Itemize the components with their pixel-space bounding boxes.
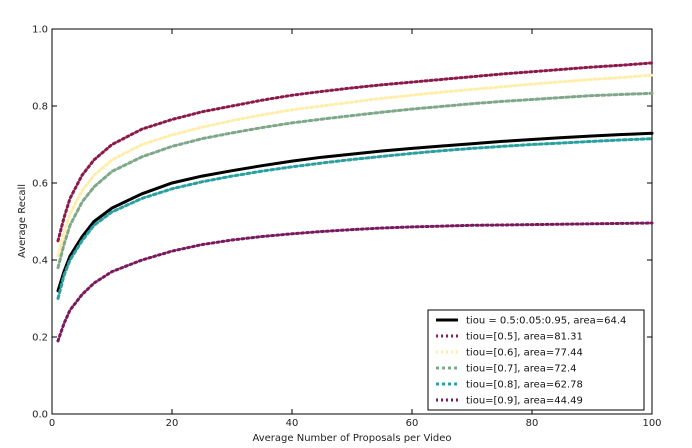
y-axis-ticks: 0.0 0.2 0.4 0.6 0.8 1.0 [32, 25, 652, 421]
series-line-5 [56, 137, 654, 300]
y-axis-label: Average Recall [17, 184, 28, 258]
y-tick-label: 0.8 [32, 102, 48, 113]
x-axis-label: Average Number of Proposals per Video [252, 433, 451, 444]
x-axis-ticks: 0 20 40 60 80 100 [49, 29, 662, 429]
x-tick-label: 80 [526, 418, 539, 429]
legend-label-5: tiou=[0.8], area=62.78 [466, 380, 583, 391]
legend-box [427, 309, 645, 411]
y-tick-label: 0.2 [32, 333, 48, 344]
series-line-4 [56, 91, 654, 270]
y-tick-label: 1.0 [32, 25, 48, 36]
legend-label-6: tiou=[0.9], area=44.49 [466, 396, 583, 407]
legend: tiou = 0.5:0.05:0.95, area=64.4 tiou=[0.5… [427, 309, 645, 411]
x-tick-label: 60 [406, 418, 419, 429]
legend-label-2: tiou=[0.5], area=81.31 [466, 332, 583, 343]
x-tick-label: 100 [642, 418, 661, 429]
series-line-1 [56, 131, 654, 293]
y-tick-label: 0.0 [32, 410, 48, 421]
x-tick-label: 20 [166, 418, 179, 429]
x-tick-label: 40 [286, 418, 299, 429]
legend-label-1: tiou = 0.5:0.05:0.95, area=64.4 [466, 316, 626, 327]
x-tick-label: 0 [49, 418, 55, 429]
y-tick-label: 0.6 [32, 179, 48, 190]
legend-label-3: tiou=[0.6], area=77.44 [466, 348, 583, 359]
series-line-3 [56, 73, 654, 258]
series-line-2 [56, 61, 654, 243]
series-line-6 [56, 221, 654, 343]
legend-label-4: tiou=[0.7], area=72.4 [466, 364, 577, 375]
series-layer [56, 61, 654, 343]
y-tick-label: 0.4 [32, 256, 48, 267]
